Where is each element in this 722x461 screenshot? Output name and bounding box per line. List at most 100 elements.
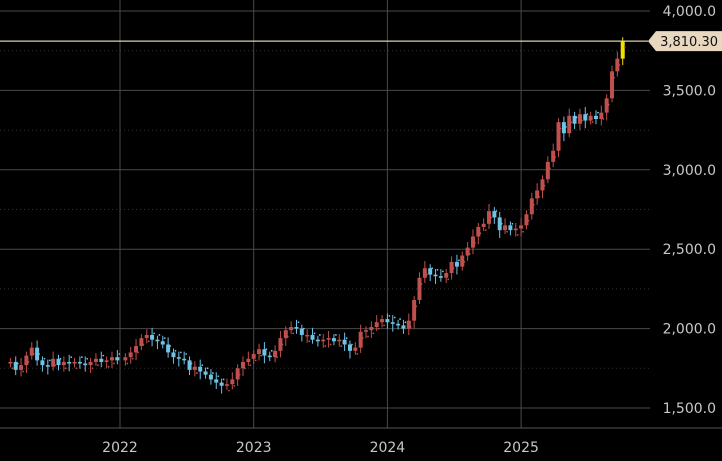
indicator-dot: [527, 219, 530, 222]
indicator-dot: [543, 184, 546, 187]
indicator-dot: [613, 76, 615, 79]
candle-body: [374, 322, 379, 328]
indicator-dot: [318, 334, 321, 336]
indicator-dot: [404, 321, 407, 324]
indicator-dot: [270, 349, 273, 352]
indicator-dot: [265, 348, 268, 351]
indicator-dot: [153, 332, 155, 335]
indicator-dot: [490, 216, 492, 219]
candle-body: [273, 350, 278, 358]
indicator-dot: [329, 343, 332, 346]
candle-body: [588, 115, 593, 121]
candle-body: [192, 366, 197, 370]
candle-body: [171, 352, 176, 358]
candle-body: [396, 323, 401, 326]
candle-body: [401, 325, 406, 329]
candle-body: [8, 361, 13, 364]
candle-body: [262, 349, 267, 356]
indicator-dot: [158, 334, 161, 336]
indicator-dot: [292, 332, 295, 335]
candle-body: [93, 358, 98, 362]
indicator-dot: [80, 356, 83, 359]
indicator-dot: [559, 127, 562, 130]
candle-body: [364, 330, 369, 332]
candle-body: [257, 349, 262, 355]
candle-body: [444, 273, 449, 278]
indicator-dot: [522, 230, 524, 233]
indicator-dot: [623, 46, 626, 49]
indicator-dot: [586, 113, 589, 116]
indicator-dot: [554, 156, 557, 158]
candle-body: [406, 320, 411, 329]
indicator-dot: [447, 278, 450, 281]
candle-body: [144, 334, 149, 339]
candle-body: [208, 374, 213, 380]
indicator-dot: [516, 234, 519, 236]
indicator-dot: [313, 332, 316, 335]
indicator-dot: [169, 345, 172, 347]
candle-body: [604, 98, 609, 113]
candle-body: [160, 341, 165, 345]
indicator-dot: [254, 359, 257, 362]
indicator-dot: [43, 357, 46, 360]
candle-body: [104, 360, 109, 362]
candle-body: [219, 382, 224, 386]
candle-body: [572, 115, 577, 124]
indicator-dot: [163, 337, 166, 340]
indicator-dot: [59, 357, 62, 360]
candle-body: [487, 211, 492, 224]
indicator-dot: [238, 373, 241, 376]
indicator-dot: [206, 367, 209, 370]
candle-body: [465, 247, 470, 256]
indicator-dot: [468, 253, 471, 255]
candle-body: [310, 334, 315, 340]
indicator-dot: [102, 354, 105, 357]
indicator-dot: [281, 343, 284, 346]
candle-body: [246, 358, 251, 362]
candle-body: [610, 71, 615, 99]
indicator-dot: [431, 267, 434, 270]
candle-body: [315, 339, 320, 342]
last-price-tag: [648, 31, 722, 52]
candle-body: [508, 225, 513, 231]
indicator-dot: [607, 103, 610, 106]
y-tick-label: 3,500.0: [663, 83, 716, 99]
candle-body: [166, 344, 171, 353]
indicator-dot: [233, 384, 236, 387]
candle-body: [476, 226, 481, 237]
indicator-dot: [425, 273, 428, 276]
candle-body: [326, 338, 331, 340]
candle-body: [353, 347, 358, 351]
indicator-dot: [302, 327, 305, 330]
indicator-dot: [479, 232, 482, 235]
candle-body: [513, 228, 518, 231]
y-tick-label: 3,000.0: [663, 163, 716, 179]
indicator-dot: [372, 332, 375, 335]
candle-body: [24, 355, 29, 366]
candle-body: [561, 122, 566, 134]
candle-body: [567, 115, 572, 134]
candle-body: [29, 347, 34, 356]
indicator-dot: [458, 259, 460, 262]
candle-body: [615, 58, 620, 72]
indicator-dot: [500, 222, 503, 225]
candle-body: [454, 261, 459, 267]
indicator-dot: [137, 351, 139, 354]
indicator-dot: [335, 334, 337, 336]
candle-body: [545, 161, 550, 180]
candle-body: [150, 334, 155, 340]
indicator-dot: [201, 364, 204, 367]
indicator-dot: [185, 353, 188, 355]
indicator-dot: [581, 119, 583, 122]
candle-body: [593, 115, 598, 119]
candle-body: [433, 274, 438, 277]
indicator-dot: [286, 335, 289, 338]
candle-body: [540, 179, 545, 191]
candle-body: [123, 357, 128, 361]
indicator-dot: [591, 121, 594, 124]
x-tick-label: 2024: [370, 440, 406, 456]
y-tick-label: 2,000.0: [663, 322, 716, 338]
indicator-dot: [126, 362, 129, 365]
indicator-dot: [27, 361, 30, 363]
